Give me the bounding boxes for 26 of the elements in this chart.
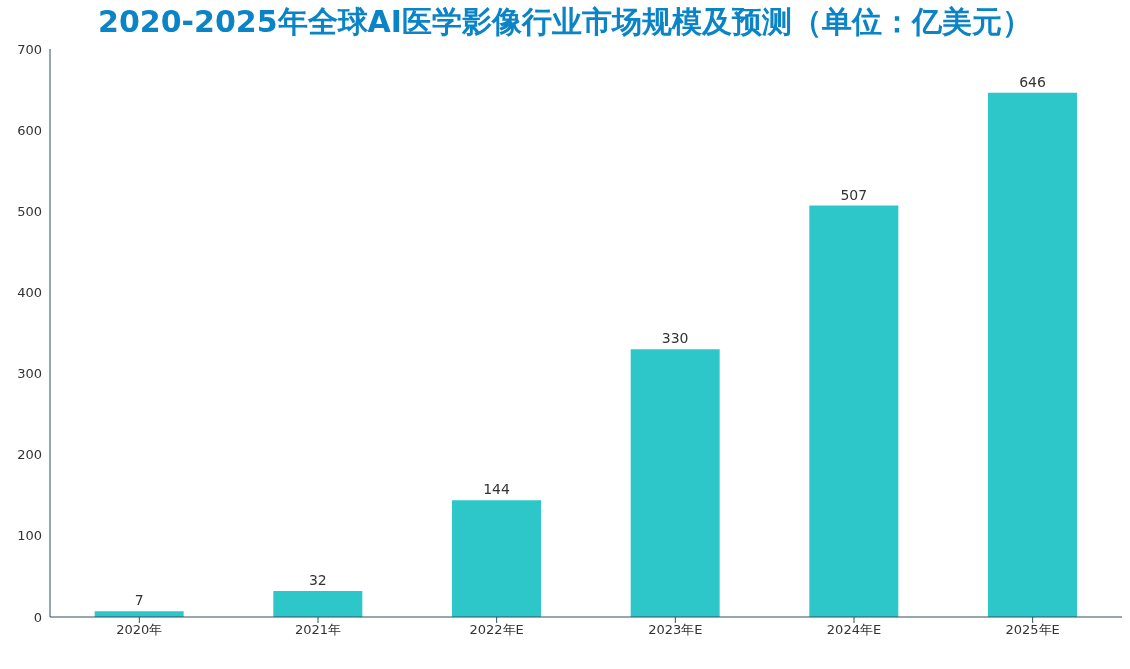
data-label: 144	[483, 481, 510, 498]
y-tick-label: 600	[17, 122, 42, 138]
data-label: 330	[661, 330, 689, 347]
y-tick-label: 100	[17, 528, 42, 544]
y-tick-label: 400	[17, 285, 42, 301]
x-tick-label: 2023年E	[648, 622, 703, 638]
data-label: 7	[134, 592, 144, 609]
y-tick-label: 300	[17, 366, 42, 382]
x-tick-label: 2020年	[116, 622, 163, 638]
x-tick-label: 2021年	[294, 622, 342, 638]
data-label: 32	[308, 572, 327, 589]
x-tick-label: 2022年E	[469, 622, 524, 638]
bar	[452, 500, 541, 617]
y-tick-label: 700	[17, 41, 42, 57]
x-tick-label: 2025年E	[1005, 622, 1060, 638]
bar	[988, 92, 1077, 617]
bar	[809, 205, 899, 617]
y-tick-label: 200	[17, 447, 42, 463]
data-label: 507	[840, 186, 868, 203]
chart-title: 2020-2025年全球AI医学影像行业市场规模及预测（单位：亿美元）	[97, 3, 1033, 41]
y-tick-label: 500	[17, 203, 42, 219]
bar	[273, 591, 363, 617]
bar	[630, 349, 720, 617]
x-tick-label: 2024年E	[826, 622, 882, 638]
data-label: 646	[1019, 73, 1046, 90]
y-tick-label: 0	[33, 609, 42, 625]
